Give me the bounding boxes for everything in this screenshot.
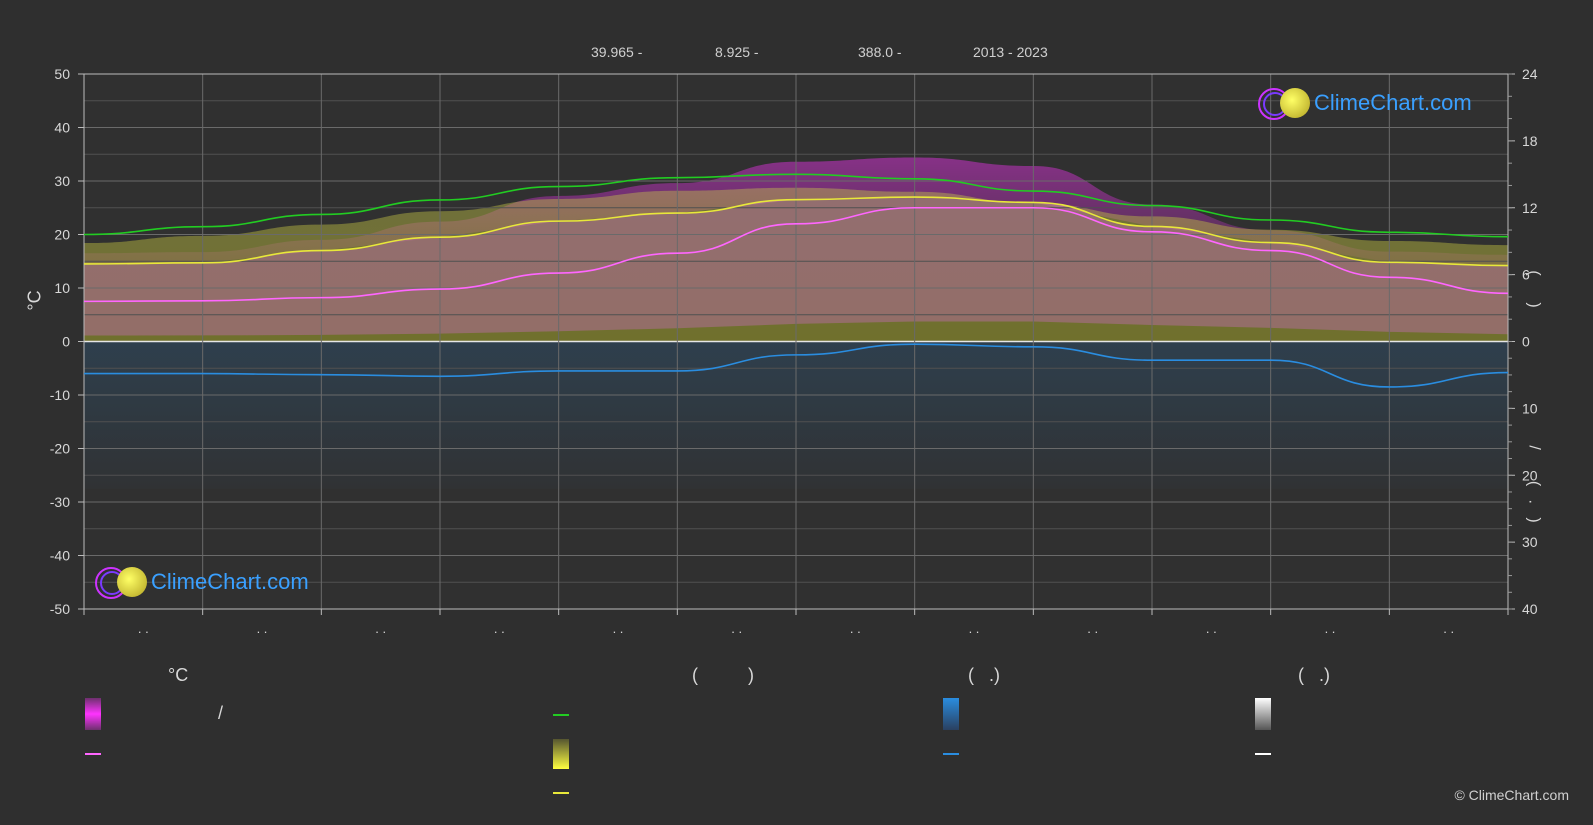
y-left-tick-label: 30 — [54, 173, 70, 189]
y-right-top-tick-label: 6 — [1522, 267, 1530, 283]
y-axis-right-label-top: ( ) — [1525, 270, 1543, 308]
y-right-top-tick-label: 18 — [1522, 133, 1538, 149]
header-latitude: 39.965 - — [591, 44, 643, 60]
legend-precip-line — [943, 753, 959, 755]
legend-sunshine-line — [553, 792, 569, 794]
y-left-tick-label: -40 — [50, 548, 70, 564]
y-left-tick-label: -30 — [50, 494, 70, 510]
y-right-top-tick-label: 0 — [1522, 334, 1530, 350]
x-tick-label: . . — [138, 621, 149, 636]
y-left-tick-label: -20 — [50, 441, 70, 457]
y-axis-right-label-bottom: / ( . ) — [1525, 445, 1543, 523]
x-tick-label: . . — [257, 621, 268, 636]
x-tick-label: . . — [731, 621, 742, 636]
y-right-top-tick-label: 12 — [1522, 200, 1538, 216]
x-tick-label: . . — [494, 621, 505, 636]
precip-line — [83, 343, 1509, 388]
copyright: © ClimeChart.com — [1454, 787, 1569, 803]
legend-snow-swatch — [1255, 698, 1271, 730]
y-left-tick-label: 40 — [54, 120, 70, 136]
legend-col3-title: ( .) — [968, 665, 1000, 685]
legend-col1-title: °C — [168, 665, 189, 685]
x-tick-label: . . — [1443, 621, 1454, 636]
y-right-top-tick-label: 24 — [1522, 66, 1538, 82]
header-years: 2013 - 2023 — [973, 44, 1048, 60]
legend-sunshine-swatch — [553, 739, 569, 769]
y-left-tick-label: -50 — [50, 601, 70, 617]
daylight-line — [83, 173, 1509, 238]
y-left-tick-label: 20 — [54, 227, 70, 243]
legend-max-temp-line — [85, 753, 101, 755]
x-tick-label: . . — [1087, 621, 1098, 636]
x-tick-label: . . — [613, 621, 624, 636]
y-left-tick-label: -10 — [50, 387, 70, 403]
y-left-tick-label: 50 — [54, 66, 70, 82]
y-left-tick-label: 10 — [54, 280, 70, 296]
x-tick-label: . . — [375, 621, 386, 636]
brand-logo-text: ClimeChart.com — [151, 569, 309, 594]
y-axis-left-label: °C — [24, 290, 45, 311]
header-elevation: 388.0 - — [858, 44, 902, 60]
x-tick-label: . . — [850, 621, 861, 636]
y-right-bottom-tick-label: 20 — [1522, 467, 1538, 483]
legend-col2-title: ( ) — [692, 665, 754, 685]
brand-logo-text: ClimeChart.com — [1314, 90, 1472, 115]
max_temp-line — [83, 206, 1509, 303]
brand-logo-top: ClimeChart.com — [1258, 87, 1472, 120]
x-tick-label: . . — [969, 621, 980, 636]
brand-logo-bottom: ClimeChart.com — [95, 566, 309, 599]
legend-slash: / — [218, 703, 224, 723]
x-tick-label: . . — [1206, 621, 1217, 636]
legend-magenta-swatch — [85, 698, 101, 730]
legend-daylight-line — [553, 714, 569, 716]
climechart-logo-icon — [1258, 87, 1310, 120]
header-longitude: 8.925 - — [715, 44, 759, 60]
y-right-bottom-tick-label: 40 — [1522, 601, 1538, 617]
legend-col4-title: ( .) — [1298, 665, 1330, 685]
y-left-tick-label: 0 — [62, 334, 70, 350]
x-tick-label: . . — [1325, 621, 1336, 636]
y-right-bottom-tick-label: 30 — [1522, 534, 1538, 550]
climechart-logo-icon — [95, 566, 147, 599]
legend-precip-swatch — [943, 698, 959, 730]
sunshine-line — [83, 196, 1509, 267]
legend-snow-line — [1255, 753, 1271, 755]
y-right-bottom-tick-label: 10 — [1522, 400, 1538, 416]
